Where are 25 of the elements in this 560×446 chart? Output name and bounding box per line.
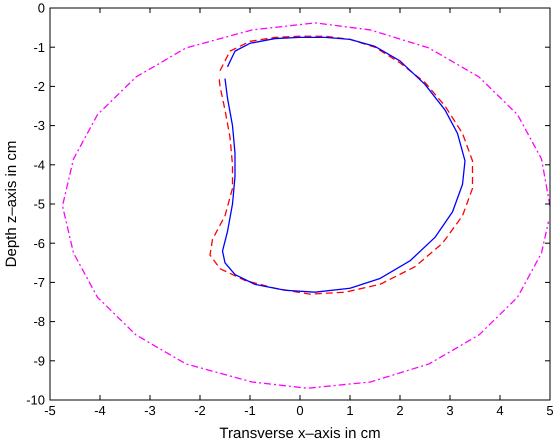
y-tick-label: -5 xyxy=(33,196,45,212)
x-tick-label: -4 xyxy=(94,403,106,418)
x-tick-label: 2 xyxy=(396,403,404,418)
x-tick-label: 3 xyxy=(446,403,454,418)
x-axis-title: Transverse x–axis in cm xyxy=(219,425,381,442)
y-tick-label: -10 xyxy=(26,392,45,408)
y-tick-label: -8 xyxy=(33,314,45,330)
x-tick-label: 4 xyxy=(496,403,504,418)
y-axis-title: Depth z–axis in cm xyxy=(3,140,20,268)
y-tick-label: -9 xyxy=(33,353,45,368)
x-tick-label: 5 xyxy=(546,403,554,418)
y-tick-label: -1 xyxy=(33,40,45,55)
x-tick-label: -5 xyxy=(44,403,56,418)
y-tick-label: -7 xyxy=(33,274,45,290)
y-tick-label: -4 xyxy=(33,157,45,172)
x-tick-label: -1 xyxy=(244,403,256,418)
x-tick-label: -3 xyxy=(144,403,156,418)
y-tick-label: -3 xyxy=(33,118,45,134)
y-tick-label: -2 xyxy=(33,78,45,94)
y-tick-label: 0 xyxy=(38,0,45,16)
x-tick-label: -2 xyxy=(194,403,206,418)
x-tick-label: 1 xyxy=(346,403,354,418)
x-tick-label: 0 xyxy=(296,403,304,418)
line-series xyxy=(62,22,551,389)
y-tick-label: -6 xyxy=(33,236,45,251)
